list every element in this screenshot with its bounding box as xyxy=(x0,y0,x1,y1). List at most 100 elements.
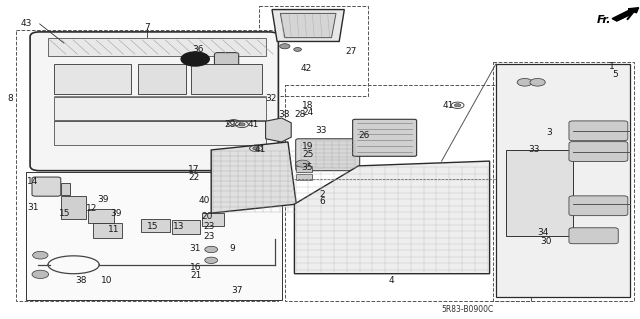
Text: Fr.: Fr. xyxy=(596,15,611,25)
Circle shape xyxy=(296,160,310,167)
Circle shape xyxy=(32,270,49,278)
Bar xyxy=(54,97,266,120)
Text: 8: 8 xyxy=(7,94,13,103)
Text: 26: 26 xyxy=(358,131,370,140)
Bar xyxy=(61,196,86,219)
Text: 18: 18 xyxy=(302,101,314,110)
Circle shape xyxy=(205,257,218,263)
Polygon shape xyxy=(272,10,344,41)
Text: 39: 39 xyxy=(110,209,122,218)
Text: 20: 20 xyxy=(201,212,212,221)
FancyArrow shape xyxy=(612,8,639,21)
Text: 32: 32 xyxy=(266,94,277,103)
Text: 24: 24 xyxy=(302,108,314,117)
Circle shape xyxy=(530,78,545,86)
Bar xyxy=(296,174,312,180)
Text: 13: 13 xyxy=(173,222,184,231)
Text: 39: 39 xyxy=(97,195,109,204)
FancyBboxPatch shape xyxy=(220,197,240,203)
Text: 19: 19 xyxy=(302,142,314,151)
Polygon shape xyxy=(280,13,336,38)
Text: 33: 33 xyxy=(528,145,540,154)
Circle shape xyxy=(205,246,218,253)
Text: 28: 28 xyxy=(294,110,306,119)
Bar xyxy=(296,166,312,172)
FancyBboxPatch shape xyxy=(353,119,417,156)
Bar xyxy=(506,150,573,236)
Text: 22: 22 xyxy=(188,173,200,182)
Text: 38: 38 xyxy=(278,110,290,119)
Text: 4: 4 xyxy=(389,276,394,285)
Polygon shape xyxy=(211,142,296,213)
FancyBboxPatch shape xyxy=(296,139,360,171)
Text: 40: 40 xyxy=(198,197,210,205)
Text: 27: 27 xyxy=(346,47,357,56)
Text: 36: 36 xyxy=(193,45,204,54)
Text: 41: 41 xyxy=(248,120,259,129)
Text: 34: 34 xyxy=(538,228,549,237)
Bar xyxy=(93,223,122,238)
Text: 15: 15 xyxy=(59,209,70,218)
Circle shape xyxy=(253,147,259,150)
Text: 10: 10 xyxy=(101,276,113,285)
Text: 30: 30 xyxy=(540,237,552,246)
Text: 31: 31 xyxy=(189,244,200,253)
Text: 21: 21 xyxy=(190,271,202,280)
Text: 3: 3 xyxy=(546,128,552,137)
Bar xyxy=(54,64,131,94)
Circle shape xyxy=(181,52,209,66)
Bar xyxy=(172,220,200,234)
Circle shape xyxy=(454,104,461,107)
Polygon shape xyxy=(266,118,291,142)
Text: 1: 1 xyxy=(609,63,614,71)
Bar xyxy=(48,38,266,56)
FancyBboxPatch shape xyxy=(30,32,278,171)
Text: 41: 41 xyxy=(255,145,266,154)
Text: 37: 37 xyxy=(231,286,243,295)
Text: 9: 9 xyxy=(229,244,235,253)
Text: 16: 16 xyxy=(190,263,202,272)
Polygon shape xyxy=(496,64,630,297)
Text: 23: 23 xyxy=(204,232,215,241)
Text: 12: 12 xyxy=(86,204,98,213)
Text: 17: 17 xyxy=(188,165,200,174)
Text: 25: 25 xyxy=(302,150,314,159)
Bar xyxy=(191,64,262,94)
Text: 35: 35 xyxy=(301,163,312,172)
FancyBboxPatch shape xyxy=(569,121,628,141)
Text: 15: 15 xyxy=(147,222,159,231)
Bar xyxy=(138,64,186,94)
Text: 5: 5 xyxy=(612,70,618,79)
FancyBboxPatch shape xyxy=(569,196,628,216)
Text: 33: 33 xyxy=(315,126,326,135)
Polygon shape xyxy=(294,161,490,274)
Text: 43: 43 xyxy=(20,19,32,28)
Circle shape xyxy=(280,44,290,49)
Text: 31: 31 xyxy=(27,203,38,212)
Text: 38: 38 xyxy=(76,276,87,285)
Text: 6: 6 xyxy=(319,197,325,206)
Circle shape xyxy=(517,78,532,86)
Text: 7: 7 xyxy=(145,23,150,32)
Text: 5R83-B0900C: 5R83-B0900C xyxy=(441,305,493,314)
Circle shape xyxy=(33,251,48,259)
Bar xyxy=(54,121,266,145)
Bar xyxy=(26,172,282,300)
Text: 42: 42 xyxy=(301,64,312,73)
Bar xyxy=(141,219,170,232)
FancyBboxPatch shape xyxy=(32,177,61,196)
Text: 29: 29 xyxy=(224,120,236,129)
Bar xyxy=(88,209,114,223)
Circle shape xyxy=(294,48,301,51)
Text: 14: 14 xyxy=(27,177,38,186)
Text: 2: 2 xyxy=(319,190,325,199)
Bar xyxy=(61,183,70,195)
Text: 11: 11 xyxy=(108,225,120,234)
Text: 23: 23 xyxy=(204,222,215,231)
Text: 41: 41 xyxy=(443,101,454,110)
Bar xyxy=(202,213,224,226)
Circle shape xyxy=(239,123,245,126)
FancyBboxPatch shape xyxy=(569,228,618,244)
FancyBboxPatch shape xyxy=(569,142,628,161)
FancyBboxPatch shape xyxy=(214,53,239,69)
